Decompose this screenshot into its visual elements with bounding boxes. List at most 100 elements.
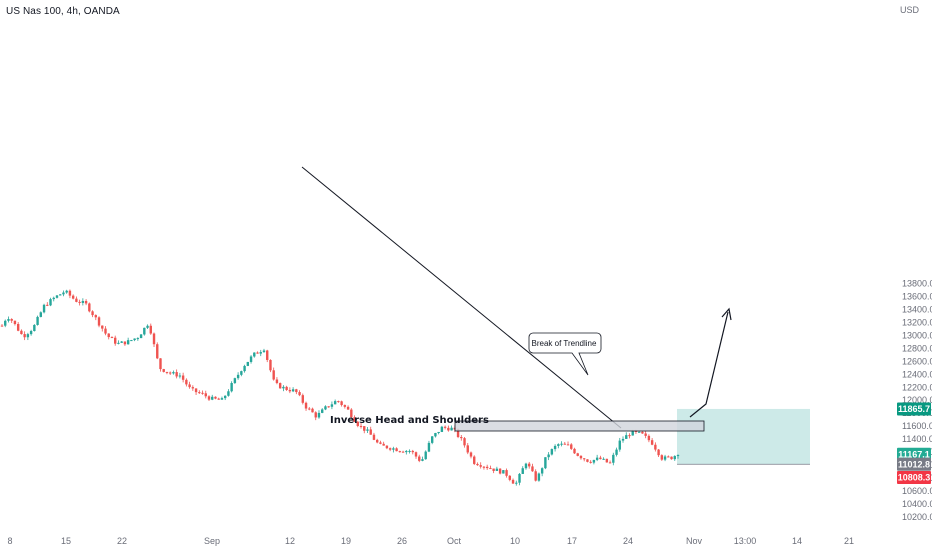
position-zones bbox=[677, 408, 810, 465]
x-tick-label: 12 bbox=[285, 536, 295, 546]
candle-body bbox=[392, 448, 395, 450]
candle-body bbox=[427, 442, 431, 452]
candle-body bbox=[583, 458, 586, 460]
candle-body bbox=[55, 295, 59, 298]
candle-body bbox=[460, 437, 463, 439]
symbol-title: US Nas 100, 4h, OANDA bbox=[6, 6, 120, 17]
candle-body bbox=[42, 304, 46, 313]
pattern-label: Inverse Head and Shoulders bbox=[330, 415, 489, 426]
candle-body bbox=[411, 450, 414, 453]
candle-body bbox=[317, 412, 321, 418]
candle-body bbox=[282, 386, 285, 389]
candle-body bbox=[346, 406, 350, 410]
candle-body bbox=[104, 328, 107, 334]
candle-body bbox=[223, 395, 227, 399]
candle-body bbox=[592, 459, 596, 463]
candle-body bbox=[521, 468, 524, 474]
candle-body bbox=[356, 421, 359, 426]
candle-body bbox=[337, 401, 340, 403]
candle-body bbox=[482, 466, 486, 468]
candle-body bbox=[608, 462, 612, 464]
candle-body bbox=[253, 352, 256, 357]
candle-body bbox=[126, 340, 130, 345]
price-axis[interactable]: 10200.010400.010600.010800.011000.011200… bbox=[902, 278, 932, 522]
y-tick-label: 12400.0 bbox=[902, 369, 932, 379]
candle-body bbox=[589, 461, 592, 463]
candle-body bbox=[94, 315, 97, 318]
candle-body bbox=[534, 471, 537, 481]
candle-body bbox=[97, 317, 101, 326]
candle-body bbox=[618, 440, 621, 450]
candle-body bbox=[71, 295, 75, 299]
candle-body bbox=[269, 359, 272, 371]
y-tick-label: 10400.0 bbox=[902, 499, 932, 509]
candle-body bbox=[670, 456, 673, 460]
last-badge-text: 11167.1 bbox=[898, 449, 930, 459]
candle-body bbox=[165, 371, 169, 373]
candle-body bbox=[272, 370, 275, 380]
candle-body bbox=[443, 426, 447, 428]
candle-body bbox=[340, 401, 343, 406]
candle-body bbox=[379, 442, 382, 444]
candle-body bbox=[139, 334, 143, 339]
candle-body bbox=[363, 426, 366, 431]
y-tick-label: 12600.0 bbox=[902, 356, 932, 366]
candle-body bbox=[275, 379, 279, 384]
candle-body bbox=[398, 451, 402, 453]
trendline bbox=[301, 166, 622, 429]
candle-body bbox=[492, 468, 495, 471]
candle-body bbox=[654, 444, 657, 450]
candle-body bbox=[201, 392, 204, 394]
candle-body bbox=[220, 398, 224, 400]
candle-body bbox=[447, 427, 450, 431]
candle-body bbox=[52, 297, 55, 300]
candle-body bbox=[473, 456, 476, 464]
candle-body bbox=[259, 352, 262, 354]
drawing-overlays: Inverse Head and Shoulders Break of Trend… bbox=[301, 166, 732, 432]
candle-body bbox=[395, 448, 398, 452]
x-tick-label: Oct bbox=[447, 536, 462, 546]
candle-body bbox=[146, 325, 149, 328]
candle-body bbox=[595, 457, 599, 460]
y-tick-label: 10600.0 bbox=[902, 486, 932, 496]
entry-badge-text: 11012.8 bbox=[898, 459, 930, 469]
candle-body bbox=[631, 430, 634, 436]
candle-body bbox=[372, 434, 376, 440]
candle-body bbox=[359, 425, 363, 427]
candle-body bbox=[676, 455, 680, 457]
candle-body bbox=[288, 389, 292, 392]
callout-text: Break of Trendline bbox=[532, 339, 597, 348]
x-tick-label: Nov bbox=[686, 536, 703, 546]
candle-body bbox=[405, 450, 408, 453]
candle-body bbox=[531, 466, 534, 472]
candle-body bbox=[278, 383, 282, 389]
candle-body bbox=[243, 365, 246, 372]
candle-body bbox=[0, 325, 4, 327]
time-axis[interactable]: 8 15 22 Sep 12 19 26 Oct 10 17 24 Nov 13:00 14 21 bbox=[7, 536, 854, 546]
y-tick-label: 13400.0 bbox=[902, 304, 932, 314]
candle-body bbox=[78, 301, 81, 303]
candle-body bbox=[528, 463, 531, 467]
candle-body bbox=[557, 444, 560, 446]
candle-body bbox=[130, 340, 133, 342]
candle-body bbox=[168, 372, 172, 374]
candle-body bbox=[660, 455, 664, 460]
arrow-head bbox=[721, 307, 732, 321]
candle-body bbox=[84, 300, 88, 304]
candle-body bbox=[240, 371, 243, 375]
candle-body bbox=[156, 344, 159, 359]
x-tick-label: 22 bbox=[117, 536, 127, 546]
candle-body bbox=[579, 455, 583, 459]
candle-body bbox=[518, 473, 521, 483]
candle-body bbox=[489, 468, 492, 470]
candle-body bbox=[91, 311, 94, 316]
candle-body bbox=[13, 320, 17, 325]
y-tick-label: 12800.0 bbox=[902, 343, 932, 353]
x-tick-label: 14 bbox=[792, 536, 802, 546]
candle-body bbox=[657, 449, 660, 456]
candle-body bbox=[136, 338, 140, 340]
x-tick-label: 26 bbox=[397, 536, 407, 546]
candle-body bbox=[547, 454, 550, 458]
candle-body bbox=[647, 435, 651, 441]
